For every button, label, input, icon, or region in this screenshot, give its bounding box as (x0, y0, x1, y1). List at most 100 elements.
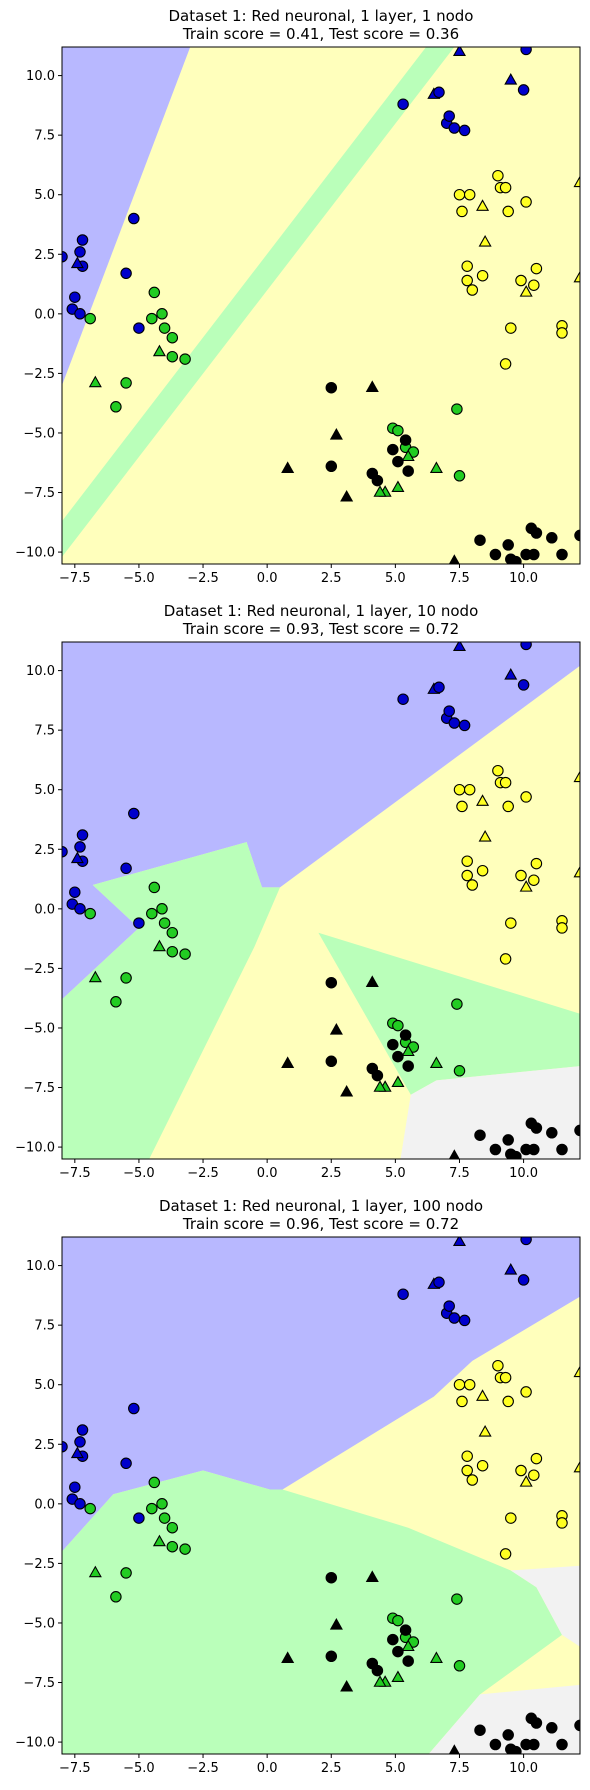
train-point-blue (76, 829, 89, 841)
train-point-green (146, 312, 158, 325)
decision-region-gray (428, 1684, 580, 1754)
test-point-green (391, 480, 405, 493)
train-point-black (502, 1729, 514, 1741)
test-point-green (152, 344, 166, 357)
train-point-blue (74, 1436, 86, 1448)
test-point-black (329, 428, 343, 440)
train-point-blue (433, 681, 445, 694)
decision-region-blue (62, 47, 191, 386)
train-point-black (402, 465, 414, 477)
train-point-yellow (502, 205, 514, 218)
test-point-blue (70, 851, 84, 864)
decision-region-green (318, 932, 580, 1095)
test-point-yellow (476, 1389, 490, 1401)
x-tick-label: −7.5 (59, 1761, 91, 1776)
x-tick-label: −7.5 (59, 1166, 91, 1181)
train-point-blue (443, 110, 455, 122)
train-point-yellow (456, 205, 468, 218)
test-point-yellow (573, 865, 580, 878)
train-point-yellow (463, 1378, 476, 1391)
test-point-blue (452, 1237, 466, 1247)
train-point-yellow (463, 783, 476, 796)
test-point-yellow (573, 1460, 580, 1473)
y-tick-label: 0.0 (34, 1497, 55, 1512)
train-point-green (166, 1521, 179, 1534)
test-point-blue (452, 47, 466, 57)
train-point-blue (74, 1498, 86, 1510)
train-point-black (530, 527, 543, 539)
decision-region-green (62, 842, 280, 1159)
plot-area (62, 47, 580, 564)
train-point-blue (74, 308, 86, 320)
test-point-yellow (519, 285, 533, 297)
test-point-black (365, 380, 379, 392)
x-tick-label: −7.5 (59, 571, 91, 586)
test-point-yellow (573, 270, 580, 283)
test-point-green (373, 1080, 387, 1092)
test-point-green (401, 1044, 415, 1057)
train-point-yellow (492, 764, 504, 777)
train-point-yellow (515, 869, 527, 882)
train-point-black (502, 539, 514, 551)
train-point-blue (458, 1314, 471, 1327)
y-tick-label: 5.0 (34, 188, 55, 203)
train-point-black (325, 976, 338, 989)
train-point-green (156, 308, 168, 320)
train-point-black (399, 1029, 412, 1041)
train-point-black (392, 455, 404, 468)
x-tick-label: −2.5 (187, 1761, 219, 1776)
x-tick-label: 0.0 (257, 1761, 278, 1776)
train-point-yellow (463, 188, 476, 201)
test-point-black (448, 1149, 460, 1159)
train-point-blue (69, 291, 81, 303)
train-point-yellow (476, 864, 489, 877)
train-point-yellow (505, 322, 517, 334)
test-point-black (329, 1618, 343, 1630)
test-point-black (281, 1651, 295, 1663)
train-point-blue (397, 98, 409, 110)
test-point-yellow (573, 770, 580, 783)
train-point-blue (76, 1424, 89, 1436)
train-point-green (110, 401, 122, 413)
x-tick-label: 10.0 (509, 1166, 538, 1181)
train-point-yellow (466, 879, 479, 891)
train-point-yellow (505, 917, 517, 929)
train-point-blue (520, 642, 532, 651)
train-point-yellow (499, 953, 512, 965)
train-point-black (325, 1571, 338, 1584)
train-point-blue (120, 1457, 132, 1470)
train-point-blue (133, 322, 145, 334)
train-point-blue (74, 903, 86, 915)
plot-area (62, 1237, 580, 1754)
x-tick-label: −5.0 (123, 1761, 155, 1776)
train-point-blue (69, 886, 81, 898)
y-tick-label: 10.0 (26, 1259, 55, 1274)
x-tick-label: 7.5 (449, 1761, 470, 1776)
test-point-black (329, 1023, 343, 1035)
test-point-black (281, 1056, 295, 1068)
plot-frame (61, 641, 581, 1160)
test-point-black (448, 554, 460, 564)
train-point-blue (74, 246, 86, 258)
train-point-blue (517, 679, 530, 691)
train-point-yellow (453, 783, 466, 796)
train-point-yellow (453, 1378, 466, 1391)
train-point-green (451, 1593, 463, 1605)
y-tick-label: 5.0 (34, 783, 55, 798)
plot-area (62, 642, 580, 1159)
x-tick-label: 10.0 (509, 571, 538, 586)
y-tick-label: 7.5 (34, 724, 55, 739)
x-tick-label: 0.0 (257, 571, 278, 586)
y-tick-label: −2.5 (23, 1557, 55, 1572)
train-point-green (166, 1540, 179, 1553)
chart-panel-2: Dataset 1: Red neuronal, 1 layer, 10 nod… (15, 602, 581, 1181)
train-point-yellow (466, 1474, 479, 1486)
train-point-green (451, 403, 463, 415)
chart-title: Dataset 1: Red neuronal, 1 layer, 100 no… (159, 1197, 483, 1215)
test-point-yellow (476, 794, 490, 806)
test-point-green (401, 1639, 415, 1652)
train-point-blue (128, 807, 140, 820)
train-point-black (392, 1050, 404, 1063)
test-point-black (365, 1570, 379, 1582)
